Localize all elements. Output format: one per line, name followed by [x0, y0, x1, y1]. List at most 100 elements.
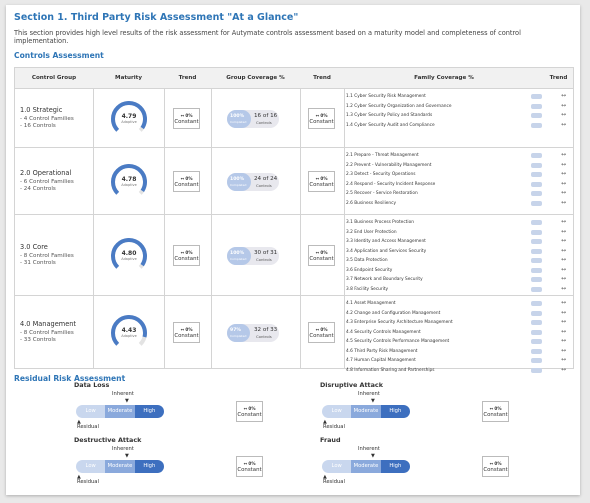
header-control-group: Control Group: [31, 75, 77, 81]
residual-risk-title: Fraud: [320, 436, 341, 444]
family-name: 2.2 Prevent - Vulnerability Management: [346, 162, 432, 168]
family-row: 2.1 Prepare - Threat Management ↔: [344, 151, 573, 161]
gauge-fill: [111, 100, 147, 137]
family-row: 1.1 Cyber Security Risk Management ↔: [344, 92, 573, 102]
family-coverage-chip: [531, 94, 542, 99]
controls-heading: Controls Assessment: [14, 51, 104, 60]
trend-arrow-icon: ↔: [561, 92, 567, 99]
family-coverage-chip: [531, 310, 542, 316]
family-row: 2.3 Detect - Security Operations ↔: [344, 170, 573, 180]
trend-arrow-icon: ↔: [561, 111, 567, 118]
family-row: 4.8 Information Sharing and Partnerships…: [344, 366, 573, 376]
risk-level-moderate: Moderate: [105, 405, 135, 418]
inherent-marker-icon: ▼: [371, 453, 375, 459]
family-name: 3.2 End User Protection: [346, 229, 397, 235]
residual-trend: ↔ 0% Constant: [482, 401, 509, 422]
trend-arrow-icon: ↔: [561, 189, 567, 196]
maturity-trend: ↔ 0% Constant: [173, 244, 200, 266]
risk-level-low: Low: [76, 460, 106, 473]
table-row: 4.0 Management - 8 Control Families - 33 C…: [15, 296, 573, 373]
control-count: - 24 Controls: [20, 185, 56, 192]
trend-arrow-icon: ↔: [561, 256, 567, 263]
family-name: 4.7 Human Capital Management: [346, 358, 416, 363]
table-row: 1.0 Strategic - 4 Control Families - 16 Co…: [15, 89, 573, 148]
coverage-percent: 100%: [230, 113, 245, 119]
risk-level-high: High: [134, 460, 164, 473]
family-name: 4.6 Third Party Risk Management: [346, 348, 418, 354]
coverage-completed-label: Completed: [230, 256, 247, 261]
family-row: 4.4 Security Controls Management ↔: [344, 328, 573, 338]
family-coverage-chip: [531, 181, 542, 187]
coverage-controls-label: Controls: [256, 256, 272, 262]
family-row: 4.3 Enterprise Security Architecture Man…: [344, 318, 573, 328]
coverage-completed-label: Completed: [230, 182, 247, 187]
trend-label: Constant: [483, 467, 508, 473]
family-coverage-chip: [531, 153, 542, 158]
family-row: 3.7 Network and Boundary Security ↔: [344, 275, 573, 285]
residual-trend: ↔ 0% Constant: [482, 456, 509, 477]
trend-label: Constant: [309, 181, 334, 188]
trend-label: Constant: [237, 467, 262, 473]
family-name: 4.4 Security Controls Management: [346, 329, 421, 335]
group-coverage-bar: 100% Completed 30 of 31 Controls: [227, 246, 279, 265]
family-name: 2.4 Respond - Security Incident Response: [346, 181, 436, 187]
trend-percent: ↔ 0%: [243, 461, 256, 466]
risk-level-high: High: [380, 460, 410, 473]
table-row: 3.0 Core - 8 Control Families - 31 Control…: [15, 215, 573, 296]
coverage-fill: [227, 246, 251, 265]
family-coverage-chip: [531, 191, 542, 196]
family-coverage-chip: [531, 367, 542, 373]
family-coverage-chip: [531, 339, 542, 344]
family-coverage-chip: [531, 113, 542, 118]
family-name: 2.6 Business Resiliency: [346, 200, 397, 206]
family-coverage-chip: [531, 248, 542, 254]
residual-risk-item: Destructive Attack Inherent ▼ Low Moderate Hi…: [18, 436, 268, 485]
residual-risk-item: Disruptive Attack Inherent ▼ Low Moderate Hig…: [264, 381, 514, 430]
family-coverage-chip: [531, 267, 542, 273]
maturity-value: 4.80: [121, 249, 137, 257]
table-row: 2.0 Operational - 6 Control Families - 24 …: [15, 148, 573, 215]
inherent-label: Inherent: [358, 391, 380, 397]
family-coverage-chip: [531, 162, 542, 168]
group-coverage-bar: 97% Completed 32 of 33 Controls: [227, 324, 279, 342]
report-page: Section 1. Third Party Risk Assessment "…: [6, 5, 580, 495]
maturity-level-label: Adaptive: [121, 182, 137, 187]
family-coverage-chip: [531, 122, 542, 128]
control-count: - 16 Controls: [20, 122, 56, 129]
family-name: 4.5 Security Controls Performance Manage…: [346, 339, 450, 344]
control-group-name: 4.0 Management: [20, 320, 77, 328]
family-row: 3.8 Facility Security ↔: [344, 285, 573, 295]
family-row: 2.2 Prevent - Vulnerability Management ↔: [344, 161, 573, 171]
gauge-fill: [111, 163, 147, 200]
trend-percent: ↔ 0%: [180, 327, 193, 332]
family-name: 1.4 Cyber Security Audit and Compliance: [346, 122, 435, 128]
family-name: 3.5 Data Protection: [346, 258, 388, 263]
trend-arrow-icon: ↔: [561, 318, 567, 325]
header-family-coverage: Family Coverage %: [414, 75, 474, 81]
family-row: 1.2 Cyber Security Organization and Gove…: [344, 102, 573, 112]
maturity-value: 4.78: [121, 175, 137, 183]
family-row: 4.2 Change and Configuration Management ↔: [344, 309, 573, 319]
maturity-value: 4.43: [121, 327, 137, 334]
inherent-marker-icon: ▼: [125, 398, 129, 404]
residual-label: Residual: [323, 424, 345, 430]
trend-label: Constant: [237, 412, 262, 418]
trend-percent: ↔ 0%: [243, 406, 256, 411]
trend-percent: ↔ 0%: [315, 327, 328, 332]
family-row: 4.5 Security Controls Performance Manage…: [344, 337, 573, 347]
family-name: 4.2 Change and Configuration Management: [346, 310, 441, 316]
coverage-count: 32 of 33: [254, 327, 278, 333]
family-coverage-chip: [531, 229, 542, 235]
family-row: 3.6 Endpoint Security ↔: [344, 266, 573, 276]
header-trend: Trend: [178, 75, 197, 81]
family-coverage-chip: [531, 239, 542, 244]
trend-arrow-icon: ↔: [561, 265, 567, 273]
coverage-fill: [227, 109, 251, 128]
trend-percent: ↔ 0%: [315, 175, 328, 181]
risk-scale-bar: Low Moderate High: [322, 405, 410, 418]
coverage-completed-label: Completed: [230, 334, 247, 338]
trend-arrow-icon: ↔: [561, 160, 567, 168]
coverage-controls-label: Controls: [256, 119, 272, 125]
control-count: - 31 Controls: [20, 259, 56, 266]
control-group-name: 3.0 Core: [20, 242, 48, 251]
